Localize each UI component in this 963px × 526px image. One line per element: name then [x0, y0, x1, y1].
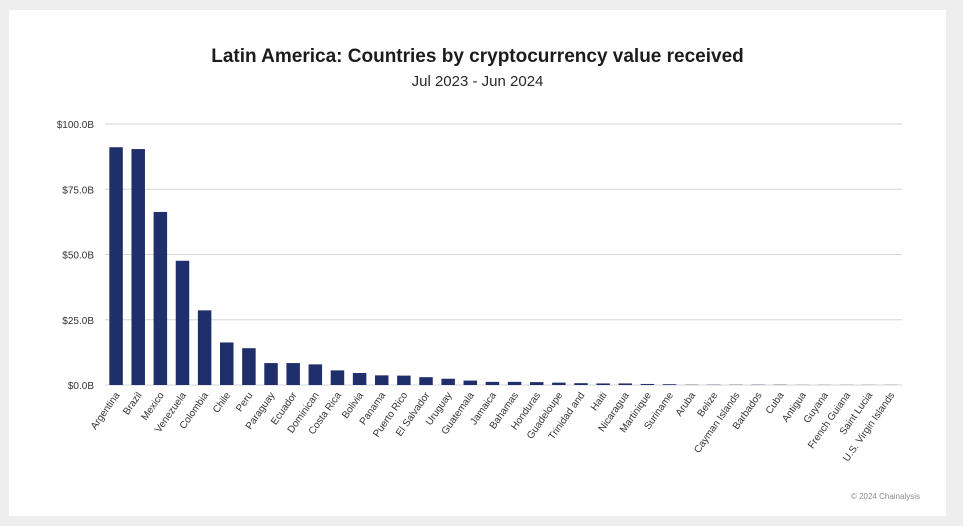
bar: [330, 370, 345, 385]
gridlines: [105, 123, 902, 386]
bar: [441, 378, 455, 385]
x-tick-label: Chile: [211, 390, 233, 415]
x-tick-label: Haiti: [589, 390, 609, 413]
chart-subtitle: Jul 2023 - Jun 2024: [411, 73, 544, 90]
y-tick-label: $0.0B: [68, 381, 94, 392]
bar: [529, 382, 544, 385]
bar: [618, 383, 633, 385]
bar: [662, 384, 677, 385]
bar: [308, 364, 323, 385]
bar: [286, 363, 300, 385]
bar: [131, 149, 145, 385]
x-tick-label: Peru: [234, 390, 255, 414]
bar: [264, 363, 278, 385]
bar: [197, 310, 212, 385]
bar-chart: $0.0B $25.0B $50.0B $75.0B $100.0B Argentina…: [57, 120, 902, 464]
copyright-note: © 2024 Chainalysis: [850, 492, 920, 501]
bar: [242, 348, 256, 385]
bar: [574, 383, 588, 385]
bar: [463, 380, 478, 385]
bar: [109, 147, 123, 385]
y-tick-label: $75.0B: [62, 185, 94, 196]
bar: [352, 372, 367, 385]
y-tick-label: $50.0B: [62, 251, 94, 262]
y-tick-label: $25.0B: [62, 316, 94, 327]
bar: [485, 381, 500, 385]
y-axis-ticks: $0.0B $25.0B $50.0B $75.0B $100.0B: [57, 120, 95, 392]
x-tick-label: Argentina: [89, 390, 123, 432]
bars: [109, 147, 898, 385]
chart-card: Latin America: Countries by cryptocurren…: [9, 10, 946, 516]
bar: [220, 342, 234, 385]
bar: [419, 377, 433, 385]
y-tick-label: $100.0B: [57, 120, 95, 131]
bar: [507, 381, 522, 385]
bar: [640, 383, 655, 385]
bar: [374, 375, 389, 385]
x-tick-label: Aruba: [674, 390, 699, 419]
bar: [397, 375, 411, 385]
bar: [153, 211, 168, 385]
chart-title: Latin America: Countries by cryptocurren…: [211, 46, 744, 67]
bar: [175, 260, 190, 385]
bar: [596, 383, 610, 385]
bar: [552, 382, 566, 385]
